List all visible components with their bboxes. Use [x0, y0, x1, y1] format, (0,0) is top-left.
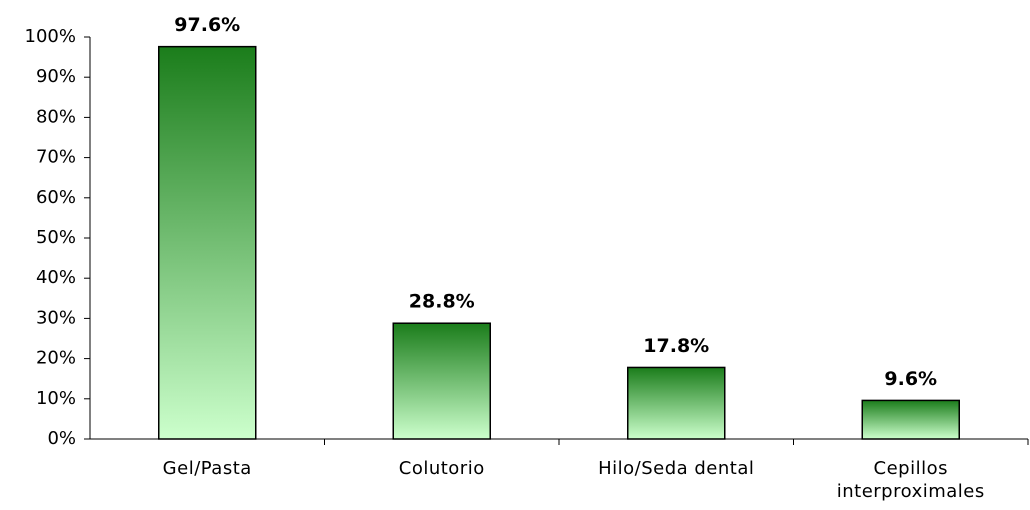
y-tick-label: 70% [36, 147, 76, 168]
y-tick-label: 10% [36, 388, 76, 409]
x-tick-label: Gel/Pasta [162, 458, 252, 479]
value-label: 9.6% [884, 368, 937, 390]
value-label: 97.6% [174, 14, 240, 36]
value-label: 17.8% [643, 335, 709, 357]
y-tick-label: 90% [36, 66, 76, 87]
y-tick-label: 50% [36, 227, 76, 248]
y-tick-label: 20% [36, 348, 76, 369]
y-tick-label: 100% [25, 26, 76, 47]
bar [861, 399, 960, 440]
x-tick-label: Colutorio [398, 458, 485, 479]
y-tick-label: 30% [36, 307, 76, 328]
x-tick-label: Hilo/Seda dental [598, 458, 755, 479]
y-tick-label: 80% [36, 106, 76, 127]
y-tick-label: 40% [36, 267, 76, 288]
bar [158, 45, 257, 440]
x-tick-label: Cepillos interproximales [836, 458, 985, 502]
bar [627, 366, 726, 440]
y-tick-label: 60% [36, 187, 76, 208]
value-label: 28.8% [409, 291, 475, 313]
y-tick-label: 0% [47, 428, 76, 449]
bar [392, 322, 491, 440]
